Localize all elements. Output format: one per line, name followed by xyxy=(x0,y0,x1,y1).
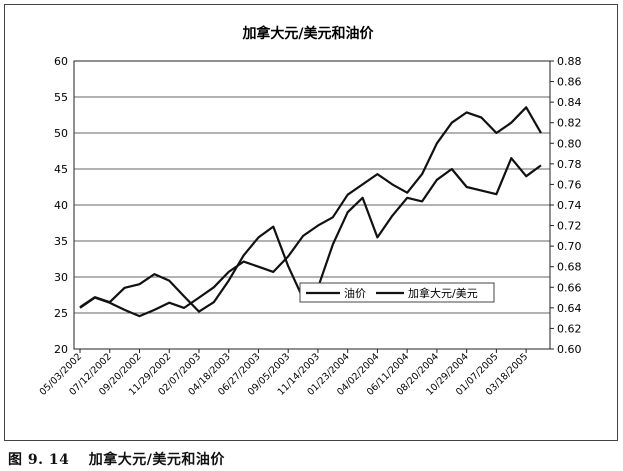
chart-title: 加拿大元/美元和油价 xyxy=(241,25,374,42)
x-axis: 05/03/200207/12/200209/20/200211/29/2002… xyxy=(38,349,530,398)
right-y-axis: 0.60 0.62 0.64 0.66 0.68 0.70 0.72 0.74 0.76 0.78… xyxy=(550,55,582,356)
left-y-axis: 20 25 30 35 40 45 50 55 60 xyxy=(54,55,68,356)
right-y-tick-label: 0.60 xyxy=(557,343,582,356)
right-y-tick-label: 0.76 xyxy=(557,178,582,191)
figure-caption-text: 加拿大元/美元和油价 xyxy=(88,452,225,468)
right-y-tick-label: 0.88 xyxy=(557,55,582,68)
right-y-tick-label: 0.72 xyxy=(557,220,582,233)
left-y-tick-label: 35 xyxy=(54,235,68,248)
left-y-tick-label: 30 xyxy=(54,271,68,284)
left-y-tick-label: 55 xyxy=(54,91,68,104)
legend: 油价 加拿大元/美元 xyxy=(299,282,495,303)
right-y-tick-label: 0.80 xyxy=(557,137,582,150)
series-line-cad xyxy=(79,106,542,318)
right-y-tick-label: 0.62 xyxy=(557,322,582,335)
right-y-tick-label: 0.82 xyxy=(557,117,582,130)
right-y-tick-label: 0.84 xyxy=(557,96,582,109)
left-y-tick-label: 60 xyxy=(54,55,68,68)
right-y-tick-label: 0.64 xyxy=(557,302,582,315)
left-y-tick-label: 50 xyxy=(54,127,68,140)
left-y-tick-label: 20 xyxy=(54,343,68,356)
right-y-tick-label: 0.74 xyxy=(557,199,582,212)
left-y-tick-label: 25 xyxy=(54,307,68,320)
left-y-tick-label: 40 xyxy=(54,199,68,212)
legend-label-oil: 油价 xyxy=(344,286,366,300)
right-y-tick-label: 0.86 xyxy=(557,76,582,89)
legend-label-cad: 加拿大元/美元 xyxy=(408,286,478,300)
right-y-tick-label: 0.66 xyxy=(557,281,582,294)
right-y-tick-label: 0.78 xyxy=(557,158,582,171)
chart-frame xyxy=(4,4,618,441)
grid-lines xyxy=(74,60,550,350)
left-y-tick-label: 45 xyxy=(54,163,68,176)
figure-number: 图 9. 14 xyxy=(8,452,70,468)
right-y-tick-label: 0.68 xyxy=(557,261,582,274)
right-y-tick-label: 0.70 xyxy=(557,240,582,253)
figure-caption: 图 9. 14 加拿大元/美元和油价 xyxy=(8,449,225,469)
